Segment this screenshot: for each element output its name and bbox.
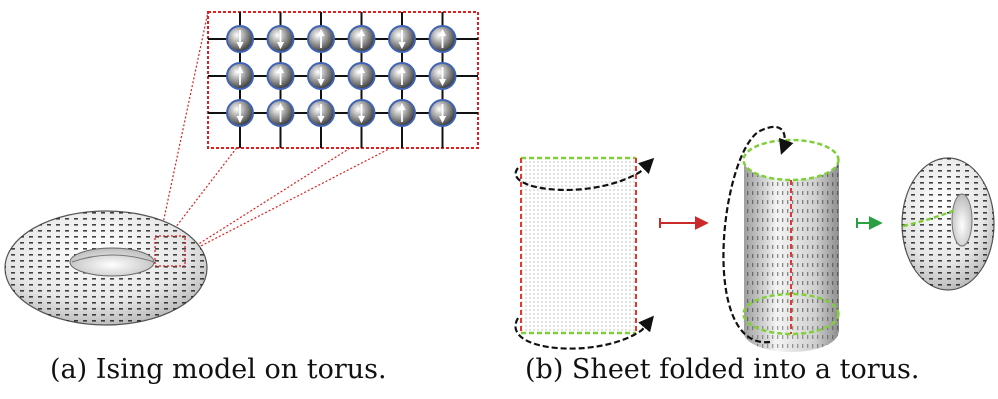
fold-arrow-cylinder — [722, 125, 794, 344]
spin-down — [226, 99, 254, 127]
spin-up — [266, 99, 295, 127]
zoom-region-marker — [154, 235, 186, 267]
spin-down — [388, 25, 416, 53]
spin-up — [226, 62, 254, 90]
caption-a: (a) Ising model on torus. — [50, 354, 387, 385]
spin-up — [347, 25, 376, 53]
cylinder-top-rim — [742, 138, 840, 182]
spin-up — [428, 25, 457, 53]
spin-up — [266, 62, 295, 90]
spin-up — [307, 25, 335, 53]
torus-b — [901, 157, 995, 291]
fold-arrow-top — [514, 157, 655, 192]
spin-down — [307, 62, 335, 90]
spin-down — [347, 99, 376, 127]
step-arrow-cylinder-to-torus — [856, 216, 883, 230]
step-arrow-sheet-to-cylinder — [659, 216, 709, 230]
fold-arrow-bottom — [514, 315, 654, 350]
torus-a — [4, 210, 208, 326]
ising-lattice-inset — [207, 11, 479, 149]
spin-up — [347, 62, 376, 90]
spin-down — [428, 62, 457, 90]
cylinder — [722, 125, 840, 352]
spin-down — [307, 99, 335, 127]
spin-up — [388, 99, 416, 127]
caption-b: (b) Sheet folded into a torus. — [525, 354, 920, 385]
spin-down — [226, 25, 254, 53]
panel-b — [514, 125, 995, 352]
spin-down — [266, 25, 295, 53]
lattice-spins — [226, 25, 457, 127]
torus-seam — [902, 208, 956, 228]
cylinder-bottom-rim — [742, 292, 840, 336]
flat-sheet — [514, 156, 655, 350]
panel-a — [4, 11, 479, 326]
spin-down — [428, 99, 457, 127]
spin-up — [388, 62, 416, 90]
